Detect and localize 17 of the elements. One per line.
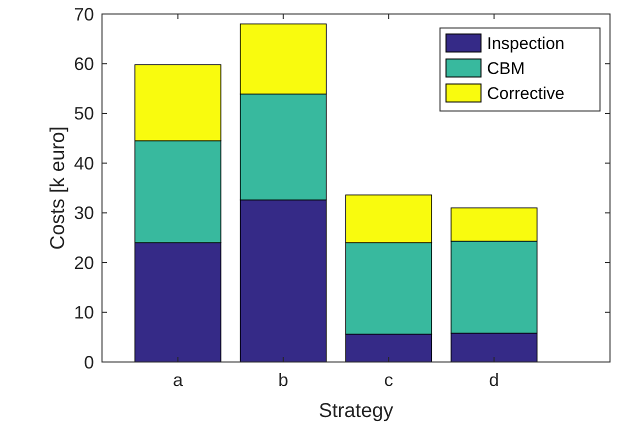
x-tick-label: b bbox=[278, 370, 288, 390]
y-tick-label: 30 bbox=[74, 203, 94, 224]
x-tick-label: d bbox=[489, 370, 500, 390]
y-tick-label: 40 bbox=[74, 153, 94, 174]
y-tick-label: 60 bbox=[74, 54, 94, 74]
x-axis-title: Strategy bbox=[318, 400, 394, 422]
x-tick-label: a bbox=[172, 370, 184, 390]
legend-label: CBM bbox=[487, 58, 525, 78]
y-axis-title: Costs [k euro] bbox=[47, 126, 69, 250]
x-tick-label: c bbox=[384, 370, 394, 390]
y-tick-label: 0 bbox=[84, 352, 94, 372]
y-tick-label: 50 bbox=[74, 104, 94, 124]
y-tick-label: 70 bbox=[74, 4, 94, 24]
y-tick-label: 20 bbox=[74, 252, 94, 273]
legend-label: Inspection bbox=[487, 34, 564, 53]
y-tick-label: 10 bbox=[74, 302, 94, 323]
legend-label: Corrective bbox=[487, 84, 564, 103]
